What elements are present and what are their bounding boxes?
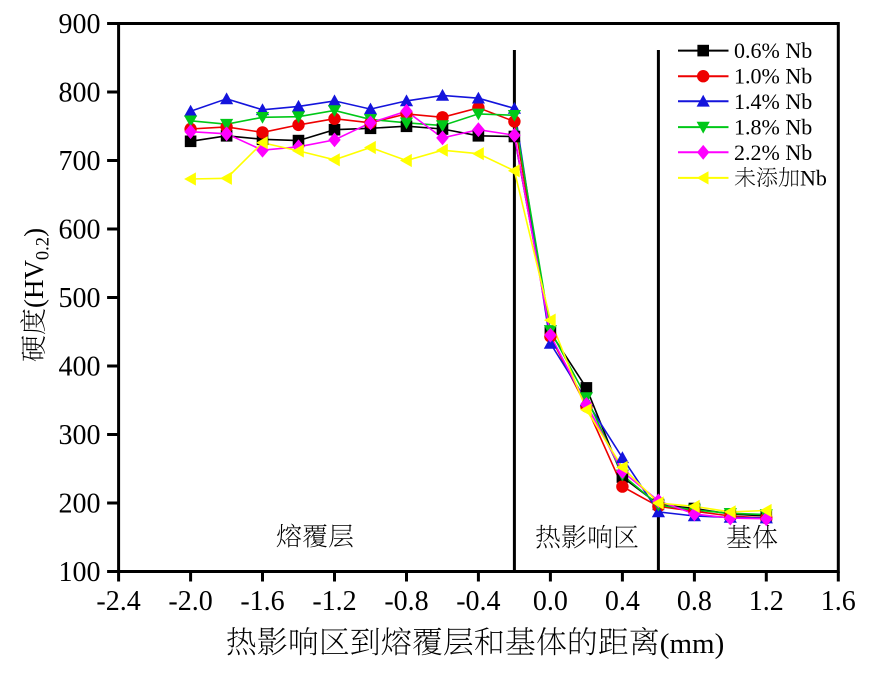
svg-text:0.4: 0.4 xyxy=(605,586,640,617)
svg-text:100: 100 xyxy=(59,557,101,588)
svg-text:-1.6: -1.6 xyxy=(240,586,284,617)
svg-text:400: 400 xyxy=(59,351,101,382)
svg-text:-0.4: -0.4 xyxy=(456,586,500,617)
svg-text:2.2% Nb: 2.2% Nb xyxy=(734,140,812,165)
svg-text:0.0: 0.0 xyxy=(533,586,568,617)
svg-text:(HV: (HV xyxy=(19,260,49,308)
svg-text:1.0% Nb: 1.0% Nb xyxy=(734,64,812,89)
svg-text:): ) xyxy=(19,228,49,237)
svg-text:(mm): (mm) xyxy=(660,628,724,660)
svg-text:200: 200 xyxy=(59,488,101,519)
svg-text:800: 800 xyxy=(59,77,101,108)
svg-text:-2.4: -2.4 xyxy=(96,586,140,617)
svg-text:Nb: Nb xyxy=(800,165,827,190)
svg-text:-1.2: -1.2 xyxy=(312,586,356,617)
svg-text:-0.8: -0.8 xyxy=(384,586,428,617)
svg-text:0.6% Nb: 0.6% Nb xyxy=(734,38,812,63)
svg-text:300: 300 xyxy=(59,420,101,451)
svg-text:900: 900 xyxy=(59,9,101,40)
svg-text:500: 500 xyxy=(59,283,101,314)
svg-text:0.2: 0.2 xyxy=(33,237,53,260)
svg-text:600: 600 xyxy=(59,214,101,245)
svg-text:700: 700 xyxy=(59,146,101,177)
svg-text:1.2: 1.2 xyxy=(749,586,784,617)
svg-text:0.8: 0.8 xyxy=(677,586,712,617)
svg-text:1.8% Nb: 1.8% Nb xyxy=(734,115,812,140)
svg-text:1.4% Nb: 1.4% Nb xyxy=(734,89,812,114)
svg-text:1.6: 1.6 xyxy=(821,586,856,617)
svg-text:-2.0: -2.0 xyxy=(168,586,212,617)
